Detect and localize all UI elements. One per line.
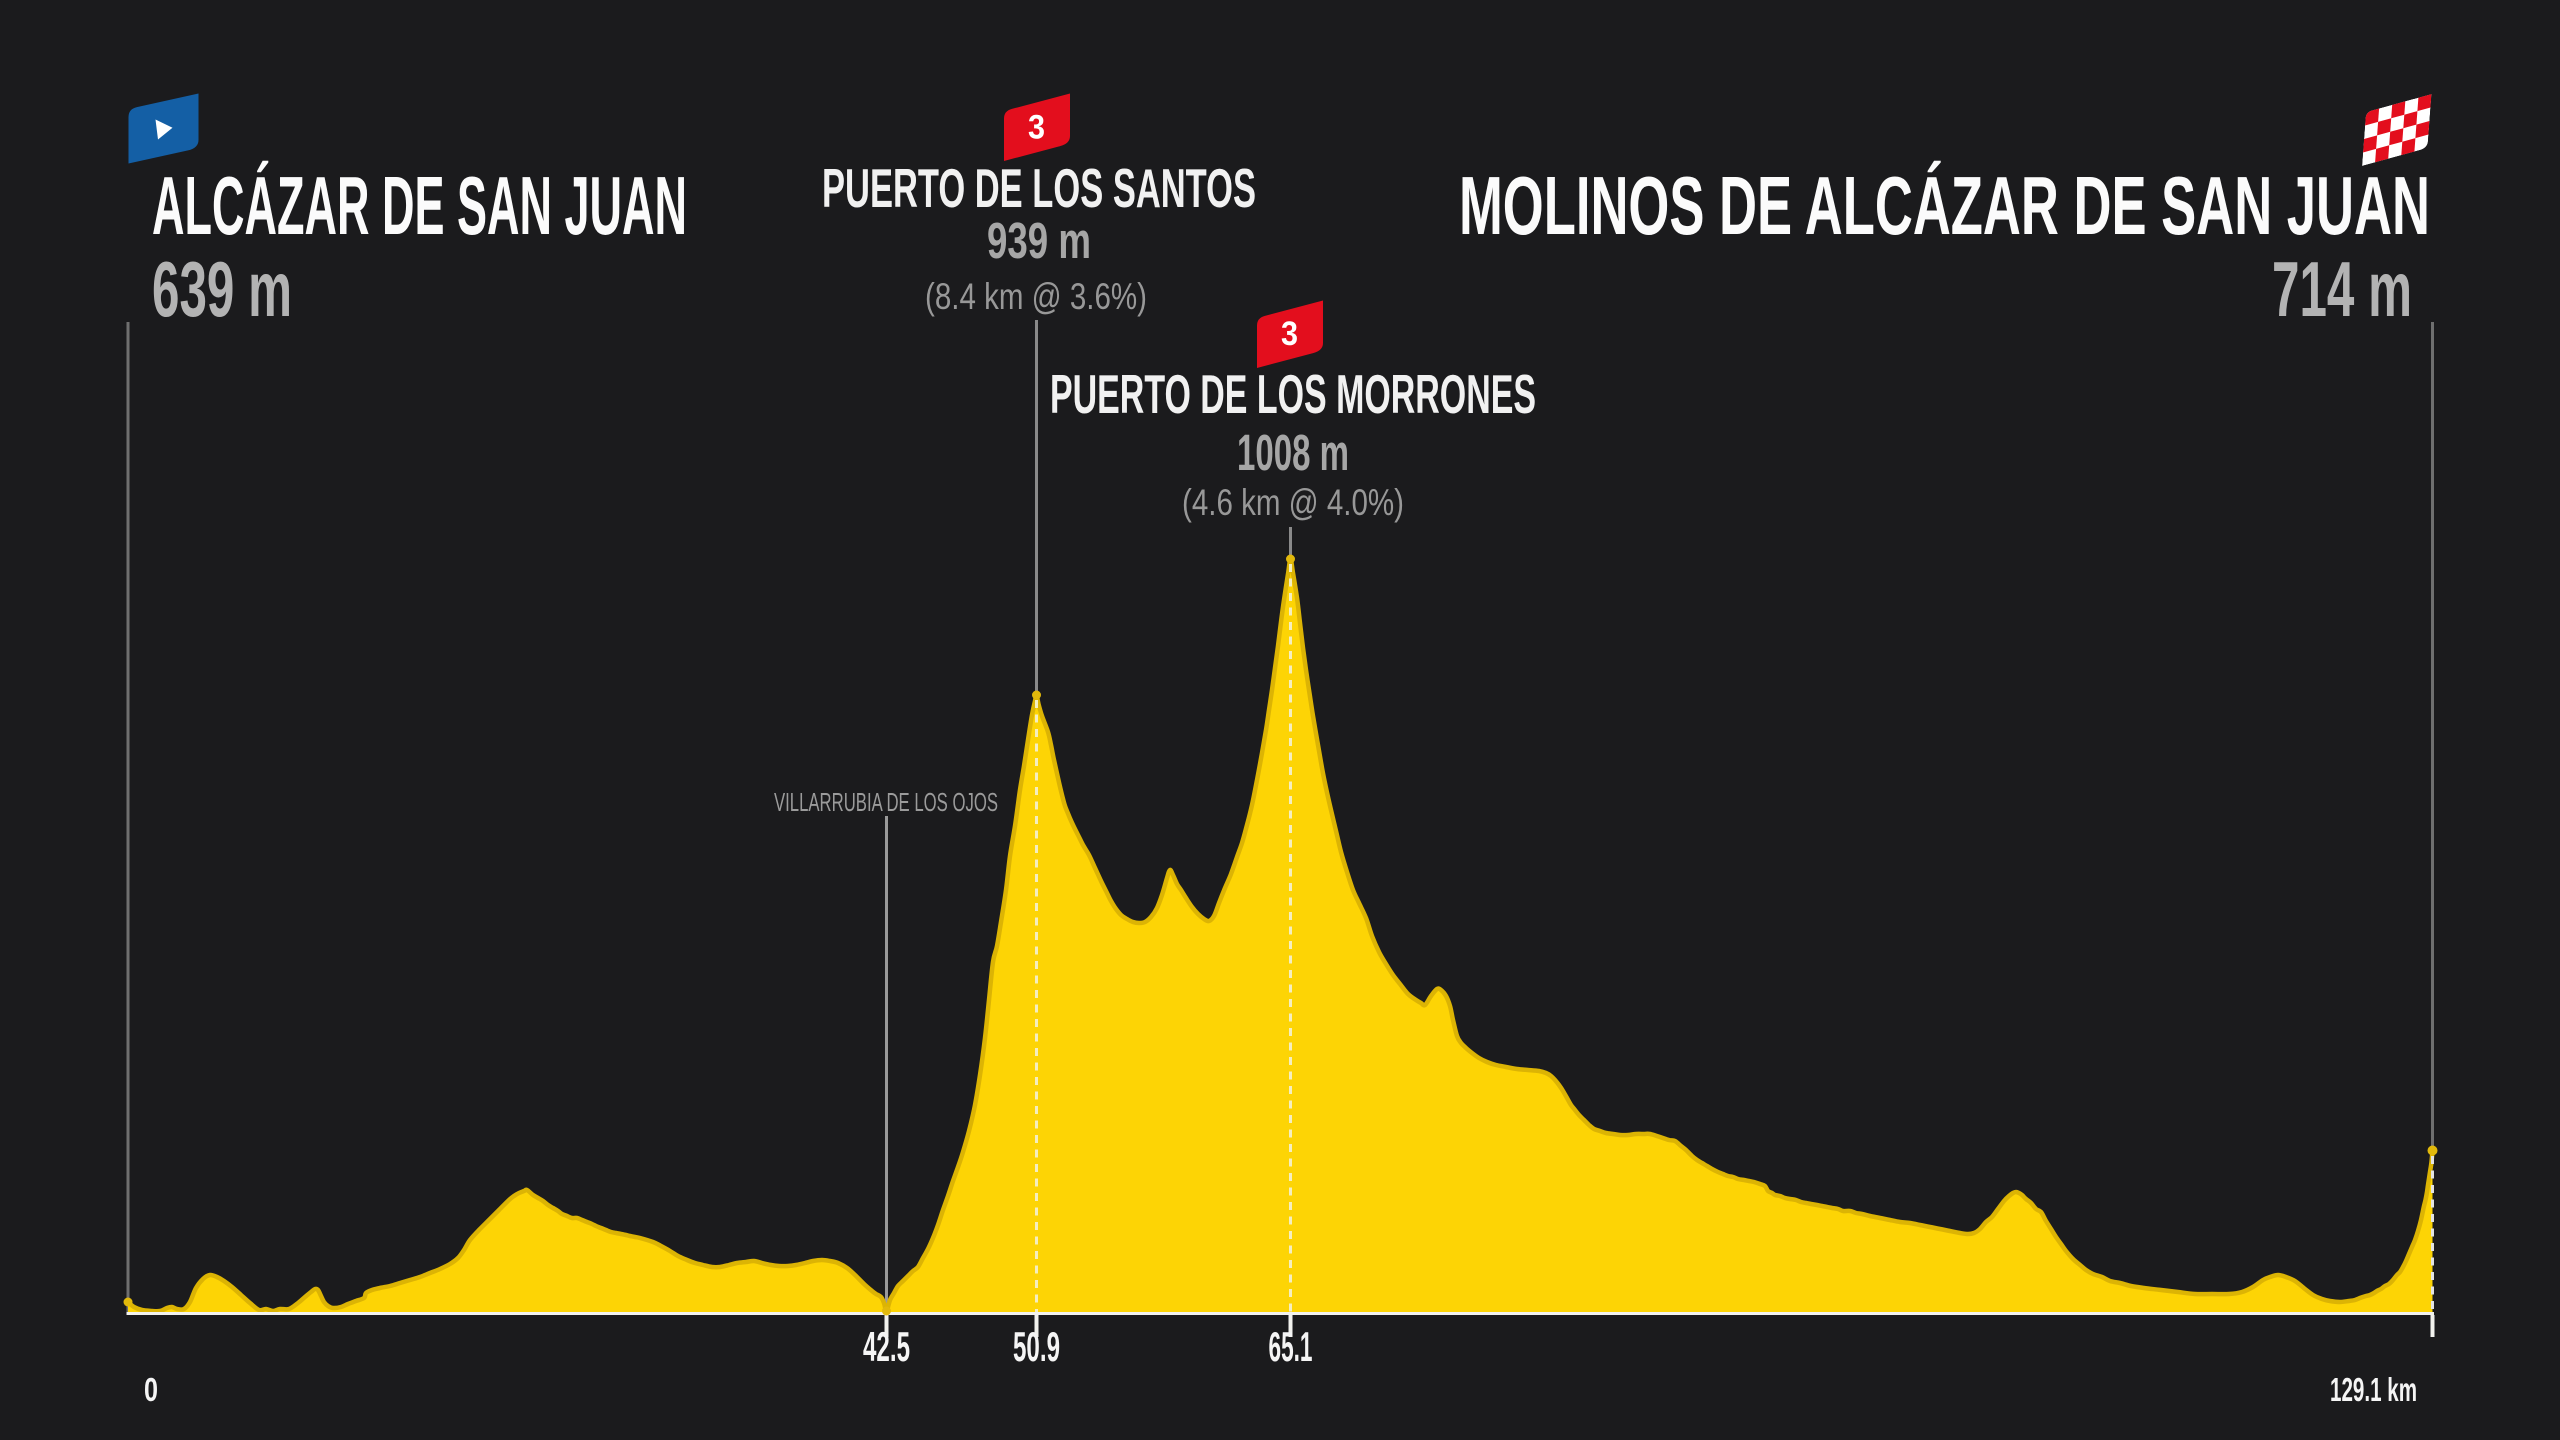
svg-text:1008 m: 1008 m [1237, 424, 1349, 481]
svg-text:639 m: 639 m [152, 245, 292, 333]
svg-text:939 m: 939 m [987, 212, 1091, 269]
svg-text:3: 3 [1281, 315, 1298, 353]
svg-text:PUERTO DE LOS SANTOS: PUERTO DE LOS SANTOS [822, 157, 1256, 219]
svg-text:ALCÁZAR DE SAN JUAN: ALCÁZAR DE SAN JUAN [152, 159, 687, 252]
svg-text:714 m: 714 m [2272, 245, 2412, 333]
svg-text:MOLINOS DE ALCÁZAR DE SAN JUAN: MOLINOS DE ALCÁZAR DE SAN JUAN [1459, 159, 2430, 252]
svg-text:3: 3 [1028, 109, 1045, 147]
svg-text:(8.4 km @ 3.6%): (8.4 km @ 3.6%) [925, 276, 1147, 317]
svg-text:PUERTO DE LOS MORRONES: PUERTO DE LOS MORRONES [1050, 363, 1536, 425]
svg-text:50.9: 50.9 [1013, 1323, 1060, 1370]
svg-text:(4.6 km @ 4.0%): (4.6 km @ 4.0%) [1182, 482, 1404, 523]
svg-text:129.1 km: 129.1 km [2330, 1371, 2417, 1408]
svg-text:0: 0 [144, 1371, 158, 1408]
svg-text:42.5: 42.5 [863, 1323, 910, 1370]
svg-text:VILLARRUBIA DE LOS OJOS: VILLARRUBIA DE LOS OJOS [774, 787, 998, 817]
svg-text:65.1: 65.1 [1269, 1323, 1313, 1370]
